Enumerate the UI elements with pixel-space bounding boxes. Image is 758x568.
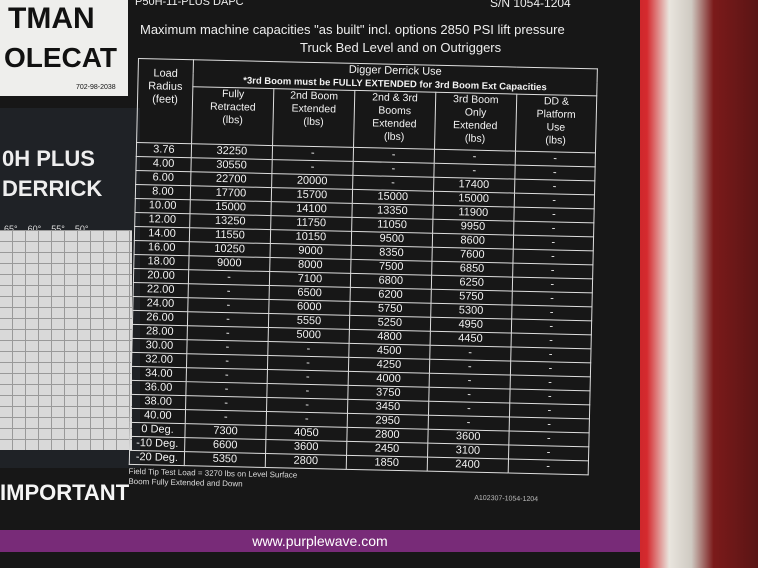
radius-cell: 38.00 xyxy=(130,394,186,410)
capacity-cell: 2800 xyxy=(265,453,347,470)
column-header: 3rd Boom Only Extended (lbs) xyxy=(434,92,517,152)
radius-cell: 22.00 xyxy=(133,282,189,298)
radius-cell: 18.00 xyxy=(133,254,189,270)
radius-cell: 6.00 xyxy=(135,170,191,186)
capacity-table-wrap: Load Radius (feet) Digger Derrick Use *3… xyxy=(128,58,608,505)
model-number: P50H-11-PLUS DAPC xyxy=(135,0,244,8)
load-chart-grid xyxy=(0,230,132,450)
radius-cell: 16.00 xyxy=(134,240,190,256)
brand-label: TMAN OLECAT 702-98-2038 xyxy=(0,0,128,96)
radius-cell: 32.00 xyxy=(131,352,187,368)
radius-cell: 20.00 xyxy=(133,268,189,284)
capacity-cell: 1850 xyxy=(346,455,428,472)
panel-subtitle: DERRICK xyxy=(2,176,103,201)
radius-cell: 0 Deg. xyxy=(129,422,186,438)
radius-header: Load Radius (feet) xyxy=(136,58,194,144)
angle-label: 55° xyxy=(51,224,65,234)
angle-labels-top: 65° 60° 55° 50° xyxy=(4,224,89,234)
angle-label: 60° xyxy=(27,224,42,234)
radius-cell: -20 Deg. xyxy=(129,450,185,466)
radius-cell: 26.00 xyxy=(132,310,188,326)
watermark: www.purplewave.com xyxy=(0,530,640,552)
radius-cell: 34.00 xyxy=(131,366,187,382)
column-header: 2nd Boom Extended (lbs) xyxy=(272,88,355,148)
panel-title: 0H PLUS xyxy=(2,146,95,171)
capacity-cell: 2400 xyxy=(426,457,509,473)
column-header: DD & Platform Use (lbs) xyxy=(515,94,597,153)
brand: TMAN xyxy=(8,2,95,35)
angle-label: 50° xyxy=(74,224,89,234)
capacity-table: Load Radius (feet) Digger Derrick Use *3… xyxy=(129,58,598,475)
column-headers: Fully Retracted (lbs) 2nd Boom Extended (… xyxy=(137,86,597,153)
radius-cell: 36.00 xyxy=(130,380,187,396)
capacity-cell: - xyxy=(507,459,589,475)
brand-model: OLECAT xyxy=(4,42,118,73)
capacity-cell: 5350 xyxy=(184,451,266,468)
radius-cell: 40.00 xyxy=(130,408,186,424)
radius-cell: 3.76 xyxy=(136,142,192,158)
serial-number: S/N 1054-1204 xyxy=(490,0,571,10)
radius-cell: 8.00 xyxy=(135,184,191,200)
radius-cell: 4.00 xyxy=(135,156,192,172)
radius-cell: 28.00 xyxy=(132,324,188,340)
angle-label: 65° xyxy=(4,224,18,234)
radius-cell: -10 Deg. xyxy=(129,436,185,452)
radius-cell: 30.00 xyxy=(131,338,188,354)
placard: TMAN OLECAT 702-98-2038 0H PLUS DERRICK … xyxy=(0,0,640,568)
table-body: 3.76 32250- - - -4.00 30550- - - -6.00 22700 20000… xyxy=(129,142,596,475)
radius-cell: 12.00 xyxy=(134,212,190,228)
radius-cell: 14.00 xyxy=(134,226,190,242)
column-header: Fully Retracted (lbs) xyxy=(191,86,274,146)
capacity-note: Maximum machine capacities "as built" in… xyxy=(140,22,565,37)
column-header: 2nd & 3rd Booms Extended (lbs) xyxy=(353,90,436,150)
radius-cell: 24.00 xyxy=(132,296,189,312)
capacity-condition: Truck Bed Level and on Outriggers xyxy=(300,40,502,55)
important-heading: IMPORTANT xyxy=(0,480,130,505)
radius-cell: 10.00 xyxy=(134,198,191,214)
part-number: 702-98-2038 xyxy=(76,84,116,91)
